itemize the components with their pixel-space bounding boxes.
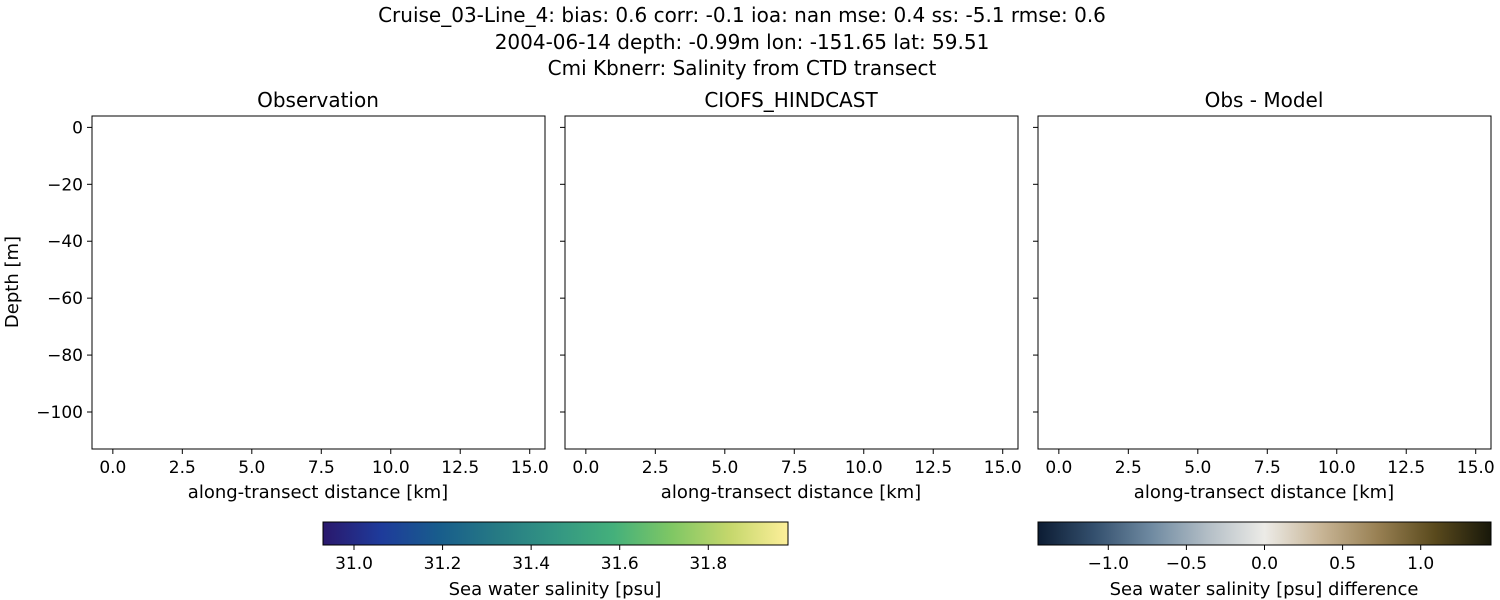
model-x-ticks: 0.0 2.5 5.0 7.5 10.0 12.5 15.0 <box>572 449 1022 478</box>
difference-x-tick-label: 15.0 <box>1457 458 1495 478</box>
salinity-colorbar-ticks: 31.0 31.2 31.4 31.6 31.8 <box>335 545 727 574</box>
figure-title-line3: Cmi Kbnerr: Salinity from CTD transect <box>548 56 937 80</box>
observation-y-tick-label: −80 <box>47 346 83 366</box>
difference-colorbar-tick-label: −1.0 <box>1088 554 1129 574</box>
model-title: CIOFS_HINDCAST <box>704 88 878 112</box>
salinity-colorbar-tick-label: 31.2 <box>424 554 462 574</box>
difference-colorbar-tick-label: 1.0 <box>1407 554 1434 574</box>
observation-x-tick-label: 5.0 <box>238 458 265 478</box>
figure-title-line1: Cruise_03-Line_4: bias: 0.6 corr: -0.1 i… <box>378 3 1106 27</box>
difference-colorbar-tick-label: −0.5 <box>1166 554 1207 574</box>
model-x-label: along-transect distance [km] <box>661 482 921 503</box>
observation-plot-frame <box>91 115 546 450</box>
difference-x-tick-label: 10.0 <box>1318 458 1356 478</box>
model-x-tick-label: 2.5 <box>642 458 669 478</box>
observation-y-tick-label: −40 <box>47 232 83 252</box>
difference-colorbar-gradient <box>1037 521 1492 546</box>
observation-x-tick-label: 12.5 <box>441 458 479 478</box>
salinity-colorbar-tick-label: 31.0 <box>335 554 373 574</box>
difference-x-label: along-transect distance [km] <box>1134 482 1394 503</box>
difference-colorbar-ticks: −1.0 −0.5 0.0 0.5 1.0 <box>1088 545 1434 574</box>
model-profiles <box>581 125 1002 434</box>
model-y-ticks <box>560 126 565 413</box>
difference-title: Obs - Model <box>1205 88 1324 112</box>
difference-x-tick-label: 7.5 <box>1254 458 1281 478</box>
observation-y-tick-label: −100 <box>36 403 83 423</box>
difference-panel: Obs - Model 0.0 2.5 5.0 7.5 10.0 12.5 15.0 alo… <box>1033 88 1495 503</box>
observation-x-tick-label: 15.0 <box>511 458 549 478</box>
figure-title-line2: 2004-06-14 depth: -0.99m lon: -151.65 la… <box>495 30 990 54</box>
model-x-tick-label: 10.0 <box>845 458 883 478</box>
observation-y-tick-label: −20 <box>47 175 83 195</box>
model-x-tick-label: 12.5 <box>914 458 952 478</box>
observation-y-label: Depth [m] <box>2 236 23 328</box>
salinity-colorbar-tick-label: 31.8 <box>689 554 727 574</box>
model-x-tick-label: 7.5 <box>781 458 808 478</box>
observation-y-ticks: 0 −20 −40 −60 −80 −100 <box>36 118 92 423</box>
observation-x-label: along-transect distance [km] <box>188 482 448 503</box>
difference-colorbar: −1.0 −0.5 0.0 0.5 1.0 Sea water salinity [ps… <box>1037 521 1492 600</box>
model-panel: CIOFS_HINDCAST 0.0 2.5 5.0 7.5 10.0 12.5 15.0 … <box>560 88 1022 503</box>
difference-profiles <box>1054 117 1475 448</box>
model-x-tick-label: 5.0 <box>711 458 738 478</box>
observation-y-tick-label: −60 <box>47 289 83 309</box>
observation-panel: Observation 0.0 2.5 5.0 7.5 10.0 12.5 15.0 0 −2… <box>2 88 549 503</box>
difference-plot-frame <box>1037 115 1492 450</box>
observation-x-tick-label: 2.5 <box>169 458 196 478</box>
model-x-tick-label: 0.0 <box>572 458 599 478</box>
salinity-colorbar-tick-label: 31.6 <box>601 554 639 574</box>
observation-x-ticks: 0.0 2.5 5.0 7.5 10.0 12.5 15.0 <box>99 449 549 478</box>
difference-colorbar-tick-label: 0.5 <box>1329 554 1356 574</box>
difference-x-tick-label: 2.5 <box>1115 458 1142 478</box>
observation-profiles <box>108 125 529 440</box>
model-x-tick-label: 15.0 <box>984 458 1022 478</box>
model-plot-frame <box>564 115 1019 450</box>
difference-x-ticks: 0.0 2.5 5.0 7.5 10.0 12.5 15.0 <box>1045 449 1495 478</box>
observation-x-tick-label: 10.0 <box>372 458 410 478</box>
observation-x-tick-label: 7.5 <box>308 458 335 478</box>
observation-x-tick-label: 0.0 <box>99 458 126 478</box>
difference-colorbar-label: Sea water salinity [psu] difference <box>1110 579 1419 600</box>
salinity-colorbar-label: Sea water salinity [psu] <box>449 579 662 600</box>
salinity-colorbar-tick-label: 31.4 <box>512 554 550 574</box>
observation-title: Observation <box>257 88 379 112</box>
salinity-colorbar-gradient <box>322 521 789 546</box>
difference-x-tick-label: 12.5 <box>1387 458 1425 478</box>
observation-y-tick-label: 0 <box>72 118 83 138</box>
difference-y-ticks <box>1033 126 1038 413</box>
difference-x-tick-label: 0.0 <box>1045 458 1072 478</box>
difference-colorbar-tick-label: 0.0 <box>1251 554 1278 574</box>
salinity-colorbar: 31.0 31.2 31.4 31.6 31.8 Sea water salinity … <box>322 521 789 600</box>
difference-x-tick-label: 5.0 <box>1184 458 1211 478</box>
